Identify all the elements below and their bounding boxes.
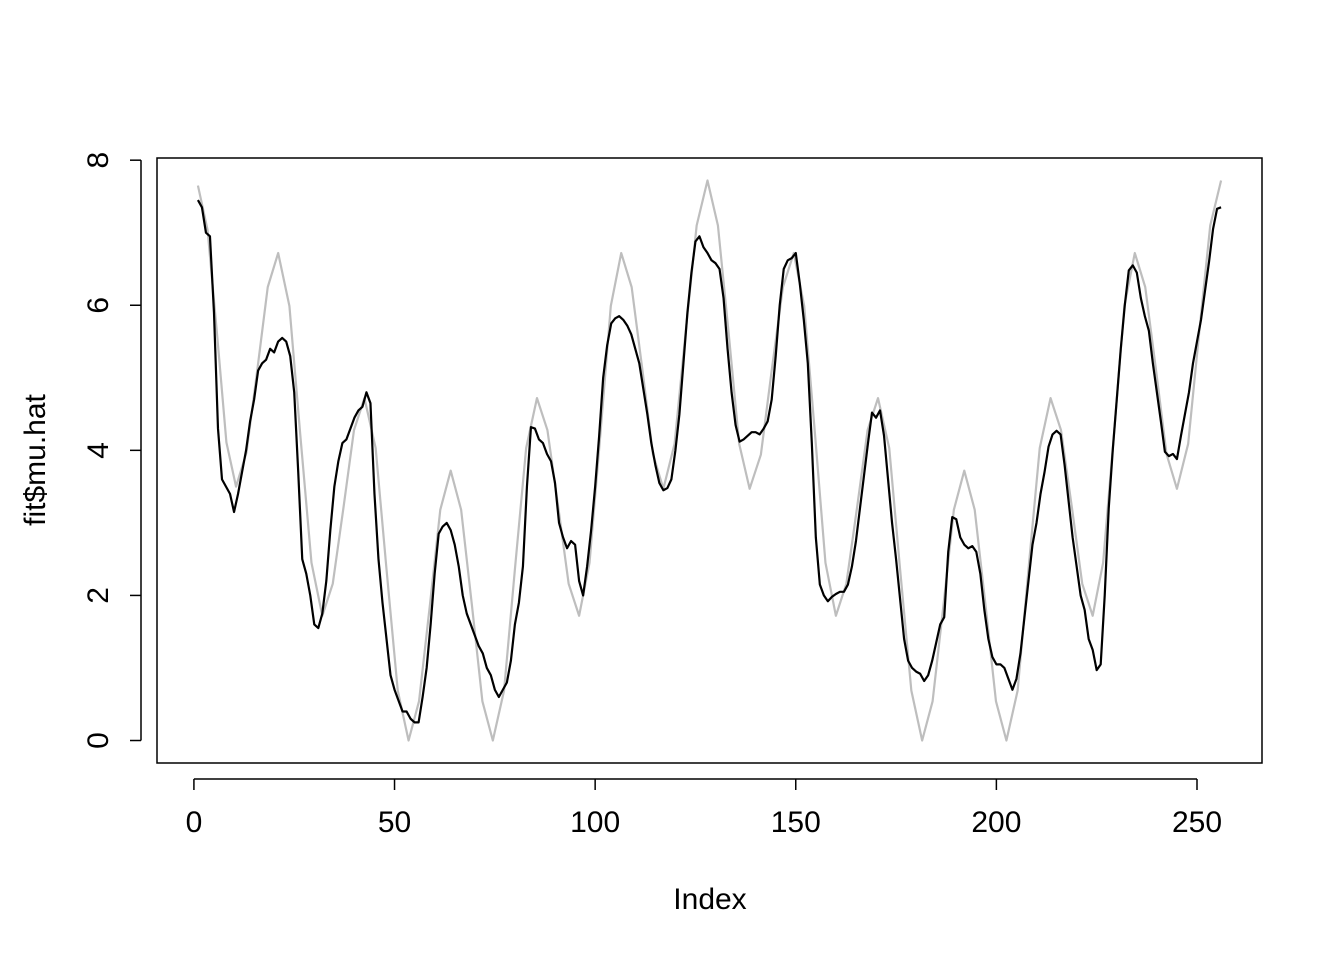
y-tick-label: 0: [82, 732, 115, 749]
y-tick-label: 4: [82, 442, 115, 459]
x-tick-label: 100: [570, 806, 620, 839]
y-tick-label: 2: [82, 587, 115, 604]
x-tick-label: 250: [1172, 806, 1222, 839]
x-tick-label: 150: [771, 806, 821, 839]
x-tick-label: 0: [186, 806, 203, 839]
plot-box: [156, 157, 1263, 764]
x-tick-label: 50: [378, 806, 411, 839]
y-tick-label: 6: [82, 297, 115, 314]
y-axis-label: fit$mu.hat: [19, 393, 52, 525]
y-tick-label: 8: [82, 152, 115, 169]
data-line: [196, 179, 1223, 742]
data-line: [196, 199, 1222, 724]
x-axis-label: Index: [673, 883, 746, 916]
x-tick-label: 200: [971, 806, 1021, 839]
